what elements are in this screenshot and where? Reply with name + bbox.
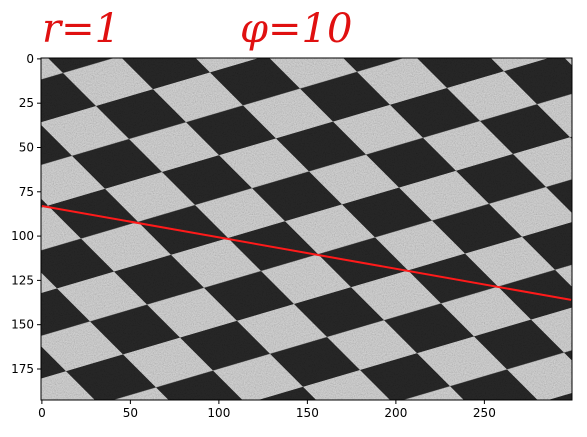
y-tick-label: 175 <box>11 362 34 376</box>
x-tick-label: 100 <box>207 406 230 420</box>
noisy-checkerboard <box>41 58 572 400</box>
y-tick-label: 25 <box>19 96 34 110</box>
fitted-line <box>41 204 572 301</box>
x-tick-label: 0 <box>38 406 46 420</box>
axes-frame <box>40 57 573 401</box>
x-tick-label: 200 <box>384 406 407 420</box>
x-tick-label: 250 <box>473 406 496 420</box>
y-tick-label: 100 <box>11 229 34 243</box>
y-tick-label: 0 <box>26 52 34 66</box>
annotation: r=1 <box>42 6 120 52</box>
y-tick-label: 150 <box>11 318 34 332</box>
x-tick-label: 50 <box>123 406 138 420</box>
y-tick-label: 75 <box>19 185 34 199</box>
y-tick-label: 50 <box>19 140 34 154</box>
x-tick-label: 150 <box>296 406 319 420</box>
y-tick-label: 125 <box>11 273 34 287</box>
annotation: φ=10 <box>240 6 352 52</box>
image <box>41 58 572 400</box>
